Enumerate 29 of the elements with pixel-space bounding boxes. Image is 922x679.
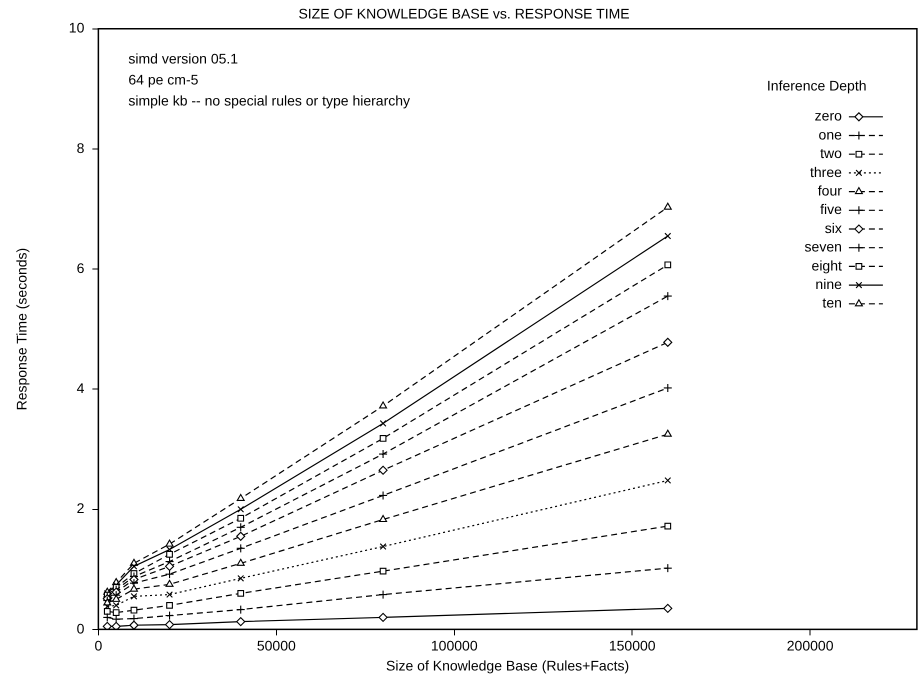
legend-label: zero [814, 108, 842, 124]
x-tick-label: 150000 [608, 638, 656, 654]
chart-title: SIZE OF KNOWLEDGE BASE vs. RESPONSE TIME [298, 5, 630, 22]
legend-label: four [818, 182, 842, 198]
x-tick-label: 0 [94, 638, 102, 654]
legend-label: five [820, 201, 842, 218]
y-axis-title: Response Time (seconds) [13, 248, 30, 410]
x-tick-label: 200000 [786, 638, 834, 654]
y-tick-label: 2 [76, 500, 85, 516]
x-tick-label: 50000 [256, 638, 296, 654]
annotation: 64 pe cm-5 [128, 72, 199, 88]
legend-label: nine [815, 276, 842, 292]
legend-label: eight [812, 257, 842, 274]
y-tick-label: 0 [76, 620, 85, 636]
y-tick-label: 10 [68, 20, 85, 36]
y-tick-label: 4 [76, 380, 85, 396]
x-tick-label: 100000 [430, 638, 478, 654]
legend-label: six [824, 220, 842, 236]
legend-label: seven [804, 238, 842, 255]
legend-label: ten [822, 294, 842, 311]
legend-label: two [820, 145, 842, 162]
annotation: simd version 05.1 [128, 50, 238, 67]
y-tick-label: 6 [76, 260, 85, 276]
legend-label: one [818, 126, 842, 142]
legend-label: three [810, 164, 842, 180]
legend-title: Inference Depth [766, 78, 867, 94]
annotation: simple kb -- no special rules or type hierarchy [128, 92, 410, 109]
x-axis-title: Size of Knowledge Base (Rules+Facts) [386, 657, 630, 674]
y-tick-label: 8 [76, 140, 85, 156]
